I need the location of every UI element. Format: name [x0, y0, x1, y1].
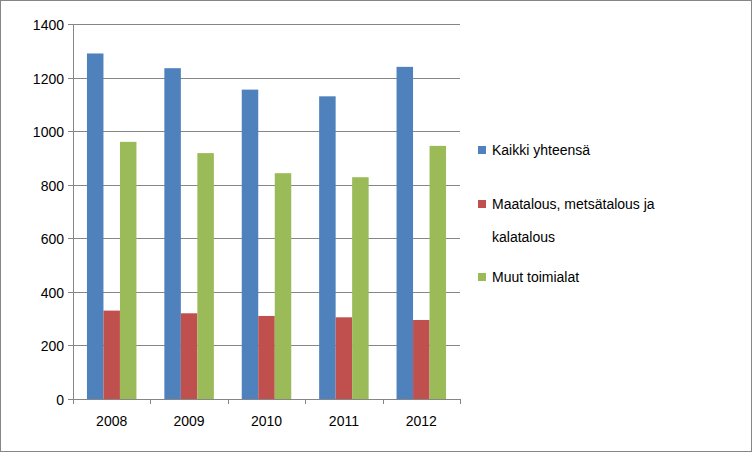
chart-svg: 0 200 400 600 800 1000 1200 1400 2008 2009 2010 201…	[0, 0, 752, 452]
y-tick-label: 1000	[33, 124, 64, 140]
bar	[242, 90, 259, 399]
x-tick-label: 2012	[406, 413, 437, 429]
y-tick-label: 400	[41, 285, 65, 301]
legend-item: Maatalous, metsätalous ja kalatalous	[478, 188, 697, 254]
legend-label: Muut toimialat	[492, 261, 579, 294]
legend-swatch	[478, 200, 486, 208]
y-axis	[73, 24, 74, 399]
bar	[197, 153, 214, 399]
y-tick-label: 1400	[33, 17, 64, 33]
x-tick	[228, 399, 229, 404]
x-tick	[460, 399, 461, 404]
y-tick	[68, 399, 73, 400]
y-tick	[68, 292, 73, 293]
legend-item: Muut toimialat	[478, 261, 579, 294]
bar	[319, 96, 336, 399]
x-tick-label: 2009	[174, 413, 205, 429]
y-tick	[68, 238, 73, 239]
x-tick-label: 2008	[96, 413, 127, 429]
chart-root: {"chart_data": {"type": "bar", "categori…	[0, 0, 752, 452]
x-axis	[73, 399, 460, 400]
y-tick	[68, 24, 73, 25]
bar	[413, 320, 430, 399]
bar	[103, 311, 120, 399]
y-tick	[68, 185, 73, 186]
bar	[336, 317, 353, 399]
bar	[87, 53, 104, 399]
bars	[87, 53, 446, 399]
bar	[181, 313, 198, 399]
y-tick	[68, 78, 73, 79]
x-tick	[73, 399, 74, 404]
bar	[164, 68, 181, 399]
bar	[120, 142, 137, 399]
chart-border	[1, 1, 752, 452]
legend-label: Kaikki yhteensä	[492, 134, 590, 167]
grid-line	[73, 399, 460, 400]
y-tick	[68, 345, 73, 346]
y-tick-label: 600	[41, 231, 65, 247]
bar	[397, 67, 414, 399]
x-tick-label: 2011	[329, 413, 359, 429]
grid-line	[73, 24, 460, 25]
legend-swatch	[478, 146, 486, 154]
legend-label: Maatalous, metsätalous ja kalatalous	[492, 188, 697, 254]
y-tick-label: 0	[56, 392, 64, 408]
x-tick	[150, 399, 151, 404]
bar	[352, 177, 369, 399]
x-tick-label: 2010	[251, 413, 282, 429]
bar	[430, 146, 447, 399]
y-tick-label: 800	[41, 178, 65, 194]
bar	[275, 173, 292, 399]
bar	[258, 316, 275, 399]
legend-swatch	[478, 273, 486, 281]
x-tick	[383, 399, 384, 404]
x-tick	[305, 399, 306, 404]
y-tick-label: 200	[41, 338, 65, 354]
legend-item: Kaikki yhteensä	[478, 134, 590, 167]
y-tick-label: 1200	[33, 71, 64, 87]
y-tick	[68, 131, 73, 132]
